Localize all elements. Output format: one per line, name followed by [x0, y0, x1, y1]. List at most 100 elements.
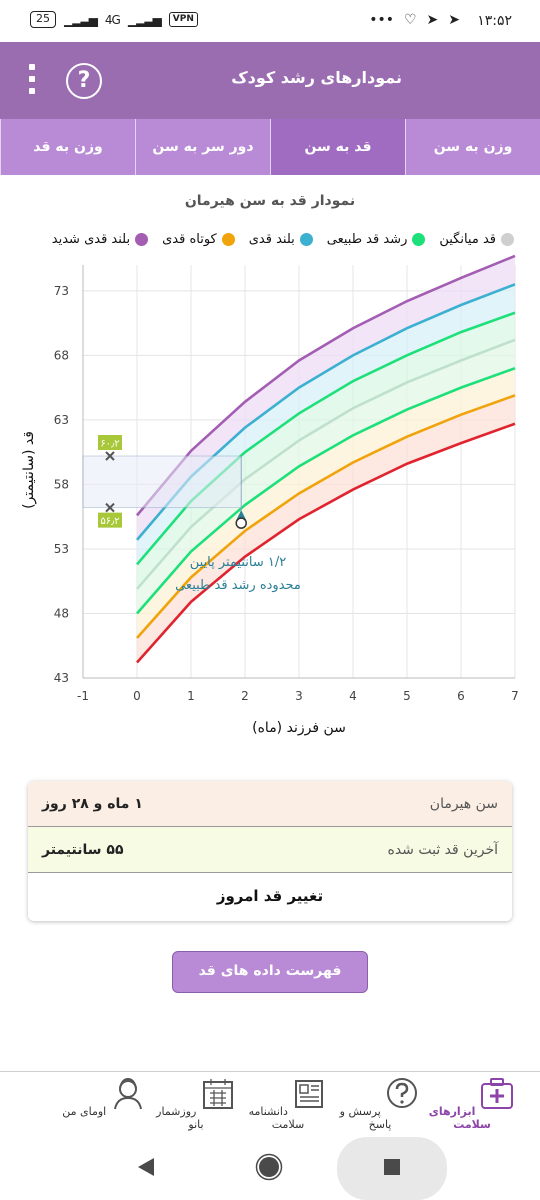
x-tick-label: 5	[403, 689, 411, 703]
nav-label: دانشنامه سلامت	[248, 1105, 305, 1131]
nav-item-qa[interactable]: پرسش و پاسخ	[334, 1072, 426, 1137]
app-bar: ? نمودارهای رشد کودک	[0, 42, 540, 119]
status-bar: 25 ▁▂▃▅ 4G ▁▂▃▅ VPN ••• ♡ ➤ ➤ ۱۳:۵۲	[0, 0, 540, 42]
child-point-arrow	[236, 510, 247, 521]
child-height-point[interactable]	[235, 517, 247, 529]
x-tick-label: 0	[133, 689, 141, 703]
notification-icons: ••• ♡ ➤ ➤	[369, 12, 460, 28]
signal-icon: ▁▂▃▅	[64, 12, 98, 27]
y-axis-label: قد (سانتیمتر)	[21, 431, 37, 509]
chart-band	[137, 255, 515, 540]
nav-label: روزشمار بانو	[156, 1105, 204, 1131]
nav-label: ابزارهای سلامت	[428, 1105, 491, 1131]
nav-item-health-tools[interactable]: ابزارهای سلامت	[426, 1072, 518, 1137]
medkit-icon	[481, 1078, 514, 1109]
chart-legend: بلند قدی شدید کوتاه قدی بلند قدی رشد قد …	[52, 232, 514, 247]
x-tick-label: 3	[295, 689, 303, 703]
age-label: سن هیرمان	[429, 795, 498, 812]
legend-dot	[221, 233, 235, 246]
legend-item-short[interactable]: کوتاه قدی	[162, 232, 235, 247]
legend-item-tall[interactable]: بلند قدی	[249, 232, 313, 247]
change-height-button[interactable]: تغییر قد امروز	[216, 887, 324, 905]
calendar-icon	[202, 1079, 233, 1109]
legend-dot	[501, 233, 514, 246]
legend-label: کوتاه قدی	[162, 232, 217, 247]
chart-tabs: وزن به سن قد به سن دور سر به سن وزن به ق…	[0, 119, 540, 175]
signal-icon-2: ▁▂▃▅	[127, 12, 162, 27]
range-label-bg	[98, 435, 122, 451]
nav-item-calendar[interactable]: روزشمار بانو	[150, 1072, 242, 1137]
network-type: 4G	[104, 12, 121, 27]
chart-annotation: محدوده رشد قد طبیعی	[175, 578, 301, 593]
tab-head-age[interactable]: دور سر به سن	[135, 119, 270, 175]
heart-icon: ♡	[403, 12, 417, 28]
nav-item-profile[interactable]: اومای من	[58, 1072, 150, 1137]
telegram-icon-2: ➤	[448, 12, 460, 28]
legend-item-normal[interactable]: رشد قد طبیعی	[327, 232, 426, 247]
range-label: ۵۶٫۲	[100, 516, 119, 527]
home-icon-ring	[255, 1153, 283, 1181]
x-tick-label: 2	[241, 689, 249, 703]
series-line	[136, 367, 516, 615]
x-tick-label: -1	[77, 689, 89, 703]
chart-band	[137, 284, 515, 565]
telegram-icon: ➤	[426, 12, 439, 28]
y-tick-label: 73	[54, 284, 69, 298]
question-bubble-icon	[387, 1078, 418, 1108]
x-axis-label: سن فرزند (ماه)	[252, 720, 346, 736]
chart-band	[137, 339, 515, 614]
height-value: ۵۵ سانتیمتر	[42, 841, 124, 858]
normal-range-box	[82, 455, 242, 509]
nav-label: اومای من	[62, 1105, 107, 1118]
y-tick-label: 58	[54, 477, 69, 491]
info-card: سن هیرمان ۱ ماه و ۲۸ روز آخرین قد ثبت شد…	[28, 781, 512, 921]
person-icon	[113, 1077, 142, 1110]
legend-item-very-tall[interactable]: بلند قدی شدید	[51, 232, 149, 247]
x-tick-label: 7	[511, 689, 519, 703]
x-tick-label: 1	[187, 689, 195, 703]
legend-item-average[interactable]: قد میانگین	[439, 232, 514, 247]
status-time: ۱۳:۵۲	[477, 13, 512, 29]
system-nav-icons	[138, 1153, 400, 1181]
height-data-list-button[interactable]: فهرست داده های قد هیرمان	[172, 951, 368, 1018]
tab-height-age[interactable]: قد به سن	[270, 119, 405, 175]
home-icon[interactable]	[259, 1157, 279, 1177]
y-tick-label: 63	[54, 413, 69, 427]
range-label-bg	[98, 512, 122, 528]
height-age-chart[interactable]: -1 0 1 2 3 4 5 6 7 43 48 53 58 63 68 73 ۶۰٫۲ ۵۶٫۲ ۱/۲ سانت…	[0, 250, 540, 750]
legend-dot	[135, 233, 149, 246]
range-label: ۶۰٫۲	[100, 439, 119, 450]
more-dots: •••	[369, 12, 394, 28]
back-icon[interactable]	[138, 1158, 154, 1176]
age-row: سن هیرمان ۱ ماه و ۲۸ روز	[28, 781, 512, 827]
recents-icon[interactable]	[384, 1159, 400, 1175]
legend-dot	[412, 233, 426, 246]
status-left: 25 ▁▂▃▅ 4G ▁▂▃▅ VPN	[30, 11, 198, 28]
y-tick-label: 48	[54, 606, 69, 620]
nav-label: پرسش و پاسخ	[339, 1105, 392, 1131]
series-line	[136, 338, 516, 590]
chart-title: نمودار قد به سن هیرمان	[184, 193, 356, 209]
tab-weight-age[interactable]: وزن به سن	[405, 119, 540, 175]
bottom-nav: ابزارهای سلامت پرسش و پاسخ دانشنامه سلام…	[0, 1071, 540, 1137]
range-marker-lower	[105, 502, 115, 513]
nav-item-encyclopedia[interactable]: دانشنامه سلامت	[242, 1072, 334, 1137]
range-marker-upper	[105, 451, 115, 461]
chart-band	[137, 368, 515, 638]
y-tick-label: 53	[54, 542, 69, 556]
overflow-menu-icon[interactable]	[26, 64, 38, 98]
age-value: ۱ ماه و ۲۸ روز	[42, 795, 143, 812]
height-label: آخرین قد ثبت شده	[387, 841, 499, 858]
x-tick-label: 4	[349, 689, 357, 703]
tab-weight-height[interactable]: وزن به قد	[0, 119, 135, 175]
legend-label: قد میانگین	[439, 232, 496, 247]
battery-icon: 25	[30, 11, 56, 28]
vpn-badge: VPN	[168, 12, 198, 27]
series-line	[136, 394, 516, 639]
legend-label: بلند قدی شدید	[51, 232, 131, 247]
system-nav-bar	[0, 1137, 540, 1200]
legend-label: رشد قد طبیعی	[326, 232, 408, 247]
help-icon[interactable]: ?	[66, 63, 102, 99]
newspaper-icon	[295, 1080, 324, 1108]
x-tick-label: 6	[457, 689, 465, 703]
